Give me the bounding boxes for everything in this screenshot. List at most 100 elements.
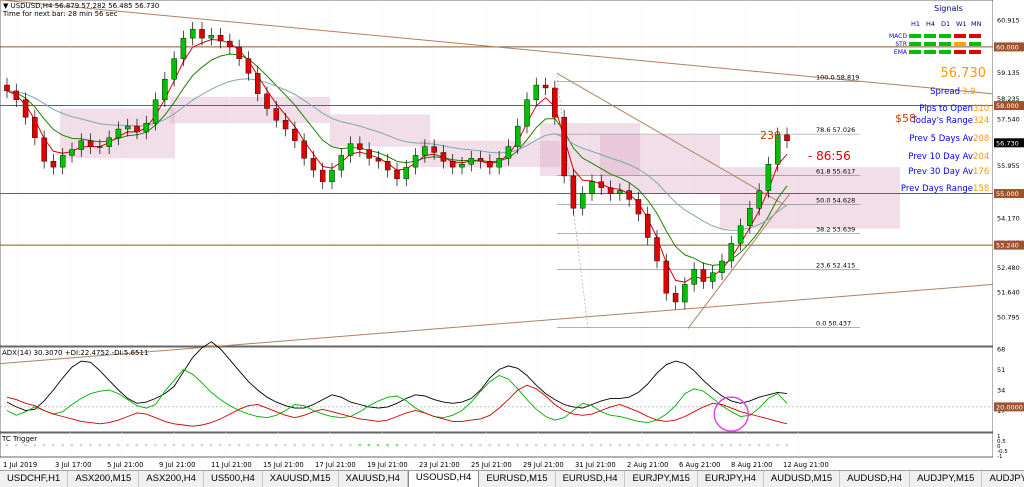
- prev5-value: 208: [973, 134, 989, 144]
- tc-signal-mark: «: [209, 442, 213, 449]
- tc-signal-mark: «: [599, 442, 603, 449]
- candle: [784, 127, 790, 149]
- tc-signal-mark: «: [664, 442, 668, 449]
- signal-timeframe-label: D1: [941, 20, 950, 28]
- symbol-tab[interactable]: AUDJPY,H4: [982, 471, 1024, 487]
- candle-body: [728, 243, 735, 262]
- level-price-tag: [994, 240, 1024, 250]
- candle: [124, 118, 131, 137]
- candle-body: [97, 146, 103, 148]
- tc-signal-mark: «: [571, 442, 575, 449]
- candle: [589, 174, 595, 201]
- candle: [310, 151, 317, 178]
- candle: [292, 121, 298, 149]
- candle-body: [264, 93, 270, 109]
- symbol-tab[interactable]: EURUSD,H4: [556, 471, 626, 487]
- candle-body: [719, 260, 725, 273]
- price-tick: 57.540: [997, 116, 1020, 124]
- signal-indicator: [939, 34, 951, 38]
- level-price-tag-text: 55.000: [996, 190, 1019, 198]
- candle: [227, 33, 233, 55]
- current-price-tag-text: 56.730: [996, 139, 1019, 147]
- prev-days-range-value: 158: [973, 184, 989, 194]
- candle-body: [784, 134, 790, 141]
- tc-signal-mark: «: [14, 442, 18, 449]
- tc-signal-mark: «: [683, 442, 687, 449]
- tc-signal-mark: «: [89, 442, 93, 449]
- adx-label: ADX(14) 30.3070 +DI:22.4752 -DI:5.6511: [2, 349, 148, 357]
- candle: [579, 186, 586, 216]
- symbol-tab[interactable]: USDCHF,H1: [0, 471, 69, 487]
- symbol-tab[interactable]: ASX200,H4: [139, 471, 204, 487]
- tc-signal-mark: «: [414, 442, 418, 449]
- tc-signal-mark: «: [246, 442, 250, 449]
- symbol-tab[interactable]: XAUUSD,H4: [339, 471, 408, 487]
- tc-signal-mark: «: [525, 442, 529, 449]
- time-tick: 8 Aug 21:00: [731, 461, 773, 469]
- prev10-label: Prev 10 Day Av: [908, 152, 973, 162]
- candle-body: [106, 137, 112, 147]
- candle: [412, 148, 419, 175]
- price-chart-svg[interactable]: 100.0 58.819 78.6 57.026 61.8 55.617 50.0 5…: [0, 0, 1024, 470]
- candle: [319, 162, 326, 190]
- candle: [682, 277, 688, 310]
- symbol-tab[interactable]: ASX200,M15: [68, 471, 140, 487]
- candle-body: [32, 117, 38, 139]
- candle-body: [514, 125, 521, 147]
- current-price-tag: [994, 138, 1024, 148]
- candle-body: [774, 134, 781, 165]
- symbol-tab[interactable]: EURUSD,M15: [479, 471, 556, 487]
- candle-body: [477, 158, 484, 162]
- candle: [301, 133, 307, 166]
- symbol-tab[interactable]: AUDUSD,M15: [764, 471, 841, 487]
- candle: [440, 145, 447, 169]
- symbol-tab[interactable]: EURJPY,M15: [625, 471, 698, 487]
- signal-row-label: MACD: [889, 33, 907, 40]
- tc-signal-mark: «: [24, 442, 28, 449]
- candle-body: [347, 143, 354, 156]
- level-price-tag-text: 53.240: [996, 242, 1019, 250]
- candle-body: [236, 46, 242, 59]
- tc-signal-mark: «: [135, 442, 139, 449]
- info-panel: 56.730 Spread 3.9 Pips to Open 310 Today…: [901, 66, 989, 194]
- symbol-tab[interactable]: AUDUSD,H4: [840, 471, 911, 487]
- candle: [403, 159, 410, 187]
- candle: [338, 148, 345, 178]
- pips-230-annotation: 230: [760, 129, 781, 142]
- candle: [552, 80, 558, 125]
- candle: [245, 51, 252, 81]
- tc-signal-mark: «: [116, 442, 120, 449]
- signal-indicator: [969, 42, 981, 46]
- symbol-tab[interactable]: US500,H4: [204, 471, 263, 487]
- tc-signal-mark: «: [404, 442, 408, 449]
- symbol-tab[interactable]: EURJPY,H4: [698, 471, 764, 487]
- prev30-label: Prev 30 Day Av: [908, 167, 973, 177]
- price-tick: 51.640: [997, 289, 1020, 297]
- tc-signal-mark: «: [61, 442, 65, 449]
- candle-body: [87, 140, 94, 147]
- time-tick: 25 Jul 21:00: [471, 461, 512, 469]
- time-tick: 3 Jul 17:00: [55, 461, 91, 469]
- price-tick: 59.135: [997, 69, 1020, 77]
- symbol-tab-bar: USDCHF,H1 ASX200,M15 ASX200,H4 US500,H4 XAUU…: [0, 470, 1024, 487]
- candle: [264, 86, 270, 116]
- candle: [524, 92, 530, 134]
- axis-background: [993, 0, 1024, 470]
- symbol-tab[interactable]: USOUSD,H4: [407, 471, 480, 487]
- tc-signal-mark: «: [460, 442, 464, 449]
- candle: [143, 115, 150, 140]
- symbol-tab[interactable]: AUDJPY,M15: [910, 471, 983, 487]
- candle: [171, 51, 177, 87]
- tc-signal-mark: «: [144, 442, 148, 449]
- tc-trigger-panel: « « « « « « « « « « « « « « « « « « « « « « « « « « « « « « « « « « « « « « « «…: [5, 434, 1008, 460]
- candle-body: [124, 125, 131, 130]
- tc-signal-mark: «: [488, 442, 492, 449]
- candle-body: [78, 140, 85, 150]
- spread-value: 3.9: [962, 87, 976, 97]
- symbol-tab[interactable]: XAUUSD,M15: [263, 471, 339, 487]
- candle: [765, 156, 772, 198]
- tc-signal-mark: «: [562, 442, 566, 449]
- tc-tick: 0.5: [997, 439, 1006, 445]
